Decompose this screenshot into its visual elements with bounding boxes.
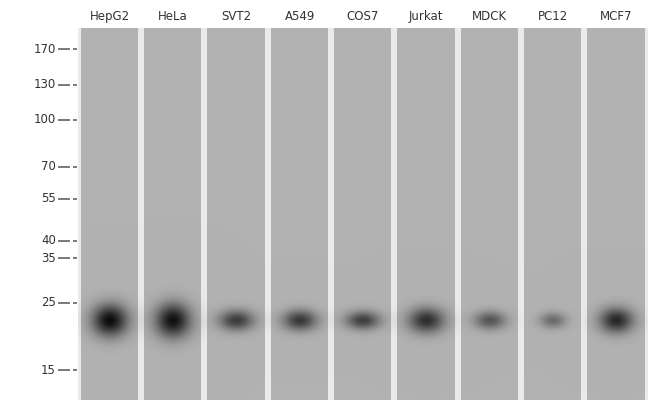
Text: 70: 70 [41,161,56,173]
Text: HeLa: HeLa [158,10,188,23]
Text: MDCK: MDCK [472,10,507,23]
Text: 15: 15 [41,364,56,377]
Text: SVT2: SVT2 [221,10,252,23]
Bar [78,28,648,400]
Text: 25: 25 [41,296,56,309]
Text: 130: 130 [34,79,56,92]
Text: MCF7: MCF7 [600,10,632,23]
Text: 40: 40 [41,234,56,247]
Text: HepG2: HepG2 [90,10,130,23]
Text: A549: A549 [285,10,315,23]
Text: 55: 55 [41,192,56,205]
Text: COS7: COS7 [347,10,379,23]
Text: 35: 35 [41,252,56,265]
Text: Jurkat: Jurkat [409,10,443,23]
Text: 170: 170 [34,43,56,56]
Text: PC12: PC12 [538,10,568,23]
Text: 100: 100 [34,113,56,126]
